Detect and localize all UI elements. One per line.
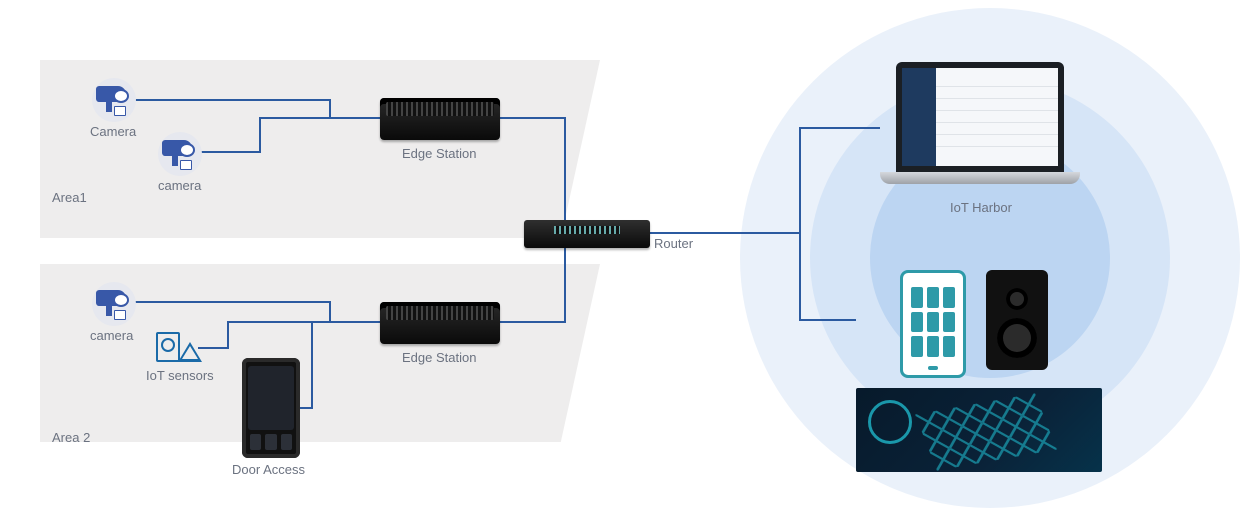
camera1-label: Camera <box>90 124 136 139</box>
area1-label: Area1 <box>52 190 87 205</box>
camera-icon <box>92 282 136 326</box>
laptop-label: IoT Harbor <box>950 200 1012 215</box>
door-access-icon <box>242 358 300 458</box>
router-label: Router <box>654 236 693 251</box>
camera3-label: camera <box>90 328 133 343</box>
edge1-label: Edge Station <box>402 146 476 161</box>
phone-icon <box>900 270 966 378</box>
camera-icon <box>158 132 202 176</box>
dashboard-icon <box>856 388 1102 472</box>
area2-label: Area 2 <box>52 430 90 445</box>
edge-station-icon <box>380 302 500 344</box>
sensors-label: IoT sensors <box>146 368 214 383</box>
camera2-label: camera <box>158 178 201 193</box>
camera-icon <box>92 78 136 122</box>
door-label: Door Access <box>232 462 305 477</box>
iot-sensor-icon <box>156 332 204 364</box>
laptop-icon <box>880 62 1080 192</box>
speaker-icon <box>986 270 1048 370</box>
router-icon <box>524 220 650 248</box>
edge2-label: Edge Station <box>402 350 476 365</box>
edge-station-icon <box>380 98 500 140</box>
